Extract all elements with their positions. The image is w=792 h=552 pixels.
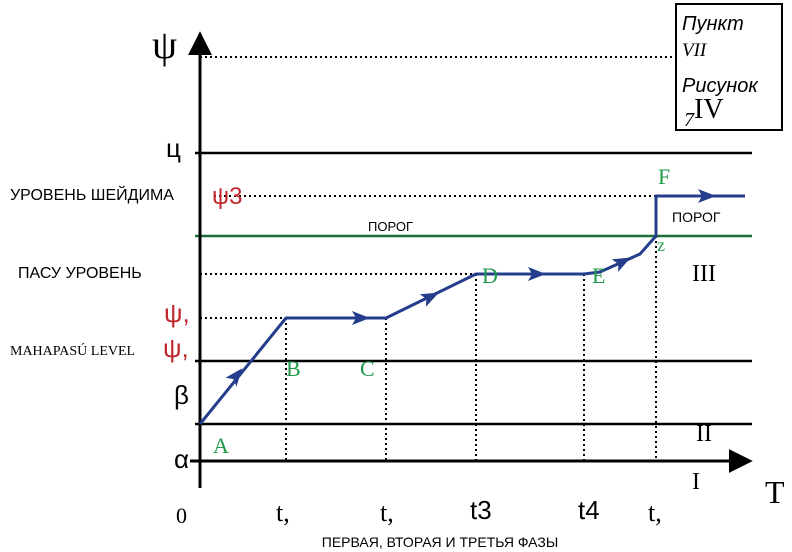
point-label-f: F xyxy=(658,164,670,189)
caption: ПЕРВАЯ, ВТОРАЯ И ТРЕТЬЯ ФАЗЫ xyxy=(322,534,558,550)
path-arrow-4 xyxy=(528,267,546,281)
shadim-level-label: УРОВЕНЬ ШЕЙДИМА xyxy=(10,185,174,204)
path-arrow-6 xyxy=(698,189,716,203)
region-label-ii: II xyxy=(696,421,712,447)
point-label-e: E xyxy=(592,263,605,288)
point-label-a: A xyxy=(213,433,229,458)
path-arrow-5 xyxy=(611,257,631,272)
threshold-label-right: ПОРОГ xyxy=(672,209,721,225)
x-tick-2: t, xyxy=(380,498,394,527)
x-tick-4: t4 xyxy=(578,495,600,525)
point-label-b: B xyxy=(286,356,301,381)
x-tick-1: t, xyxy=(276,498,290,527)
box-line-5: IV xyxy=(694,94,724,125)
trajectory-path xyxy=(198,194,745,425)
region-label-iii: III xyxy=(692,261,716,287)
psi3-label: ψ3 xyxy=(212,183,242,210)
path-arrow-2 xyxy=(352,311,370,325)
path-arrow-3 xyxy=(419,292,439,307)
y-axis-label: ψ xyxy=(152,22,177,67)
psi1-label: ψ, xyxy=(164,298,190,328)
c-level-label: ц xyxy=(166,133,181,163)
x-tick-5: t, xyxy=(648,498,662,527)
figure-box xyxy=(675,3,783,131)
origin-label: 0 xyxy=(176,503,187,528)
point-label-d: D xyxy=(482,263,498,288)
region-label-i: I xyxy=(692,469,700,495)
mahapasu-level-label: MAHAPASÚ LEVEL xyxy=(10,342,135,359)
path-arrow-1 xyxy=(225,368,243,387)
x-tick-3: t3 xyxy=(470,495,492,525)
beta-label: β xyxy=(174,380,189,410)
x-axis-label: T xyxy=(765,474,785,510)
alpha-label: α xyxy=(174,444,189,474)
psi2-label: ψ, xyxy=(163,333,189,363)
box-line-3: Рисунок xyxy=(682,75,759,97)
threshold-label-center: ПОРОГ xyxy=(368,219,413,234)
point-label-c: C xyxy=(360,356,375,381)
box-line-1: Пункт xyxy=(682,13,744,35)
box-line-4: 7 xyxy=(684,109,695,131)
point-label-z: z xyxy=(657,235,665,255)
box-line-2: VII xyxy=(682,40,708,61)
pasu-level-label: ПАСУ УРОВЕНЬ xyxy=(18,265,142,282)
